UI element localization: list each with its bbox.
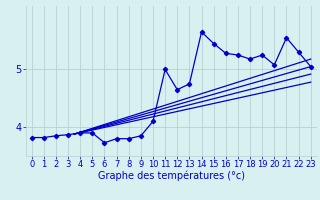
- X-axis label: Graphe des températures (°c): Graphe des températures (°c): [98, 171, 245, 181]
